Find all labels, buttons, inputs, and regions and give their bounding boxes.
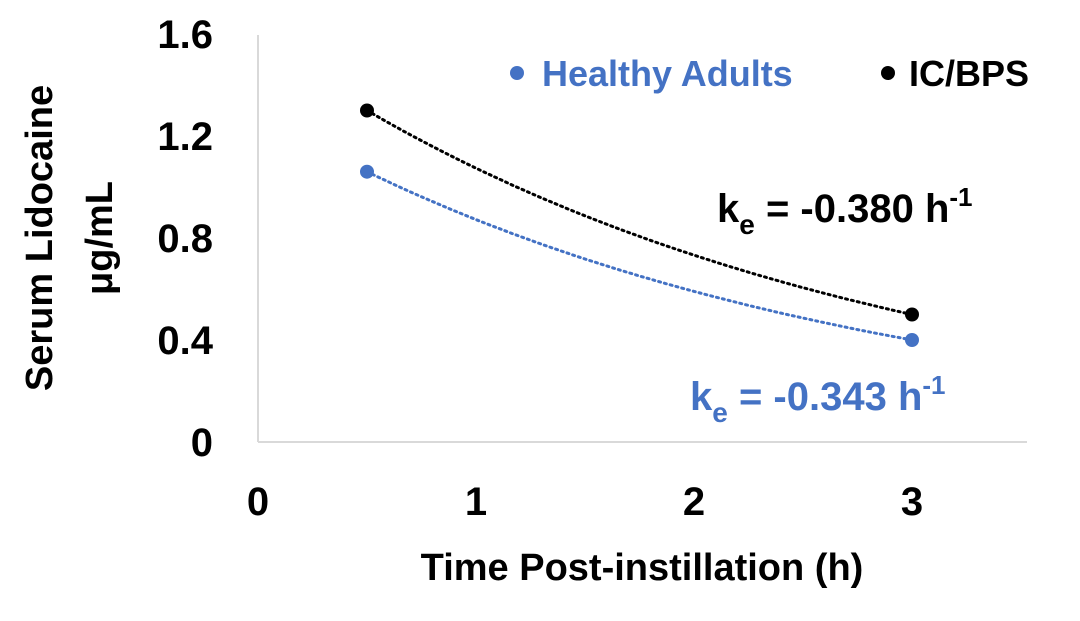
y-tick-label: 0.4 (157, 319, 213, 363)
x-tick-label: 1 (465, 480, 487, 524)
data-point-healthy (905, 333, 919, 347)
x-tick-label: 2 (683, 480, 705, 524)
legend-marker-healthy (510, 66, 524, 80)
y-tick-label: 0 (191, 421, 213, 465)
trendlines (365, 109, 914, 342)
legend-label-healthy: Healthy Adults (542, 53, 793, 94)
data-point-healthy (360, 164, 374, 179)
data-points (360, 103, 919, 347)
annotation-healthy: ke = -0.343 h-1 (690, 370, 946, 428)
x-tick-label: 3 (901, 480, 923, 524)
x-tick-labels: 0 1 2 3 (247, 480, 923, 524)
y-axis-title-line1: Serum Lidocaine (19, 85, 61, 391)
x-axis-title: Time Post-instillation (h) (421, 547, 864, 589)
trendline-icbps (365, 109, 914, 316)
y-axis-title-line2: μg/mL (79, 181, 121, 295)
legend-marker-icbps (881, 66, 895, 80)
x-tick-label: 0 (247, 480, 269, 524)
data-point-icbps (905, 307, 919, 322)
y-tick-labels: 0 0.4 0.8 1.2 1.6 (157, 13, 213, 465)
trendline-healthy (365, 170, 914, 342)
legend-label-icbps: IC/BPS (909, 53, 1029, 94)
legend: Healthy Adults IC/BPS (510, 53, 1029, 94)
y-tick-label: 1.6 (157, 13, 213, 57)
annotation-icbps: ke = -0.380 h-1 (717, 182, 973, 240)
y-tick-label: 1.2 (157, 115, 213, 159)
y-tick-label: 0.8 (157, 217, 213, 261)
data-point-icbps (360, 103, 374, 118)
